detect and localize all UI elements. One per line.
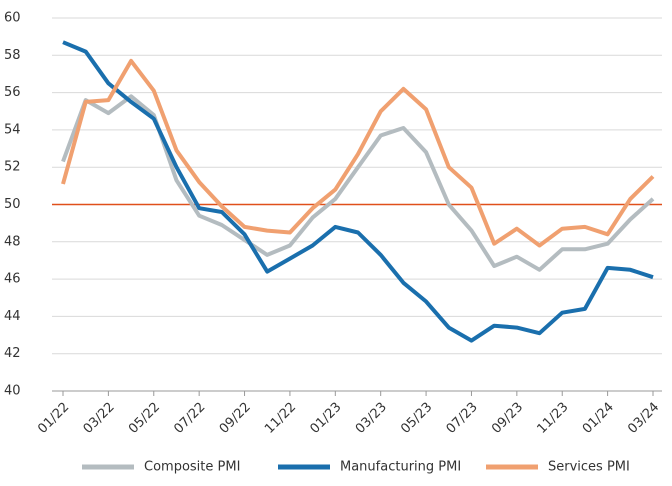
y-tick-label: 44 <box>4 309 21 324</box>
x-tick-label: 03/22 <box>81 400 118 437</box>
x-tick-label: 09/22 <box>217 400 254 437</box>
y-tick-label: 48 <box>4 234 21 249</box>
y-tick-label: 46 <box>4 272 21 287</box>
y-tick-label: 56 <box>4 85 21 100</box>
x-tick-label: 01/24 <box>580 400 617 437</box>
y-tick-label: 42 <box>4 346 21 361</box>
x-tick-label: 07/23 <box>444 400 481 437</box>
series-line <box>61 58 655 248</box>
x-tick-label: 09/23 <box>489 400 526 437</box>
x-tick-label: 03/23 <box>353 400 390 437</box>
x-tick-label: 03/24 <box>625 400 662 437</box>
x-tick-label: 05/22 <box>126 400 163 437</box>
series-line <box>62 40 654 343</box>
y-tick-label: 58 <box>4 48 21 63</box>
legend-label: Composite PMI <box>144 460 240 475</box>
x-tick-label: 11/22 <box>262 400 299 437</box>
x-tick-label: 05/23 <box>398 400 435 437</box>
y-tick-label: 60 <box>4 11 21 26</box>
y-tick-label: 54 <box>4 122 21 137</box>
x-tick-label: 11/23 <box>534 400 571 437</box>
x-tick-label: 01/23 <box>308 400 345 437</box>
series-line <box>61 94 655 272</box>
y-tick-label: 40 <box>4 384 21 399</box>
legend-label: Manufacturing PMI <box>340 460 461 475</box>
x-tick-label: 01/22 <box>35 400 72 437</box>
y-tick-label: 52 <box>4 160 21 175</box>
legend-label: Services PMI <box>548 460 630 475</box>
x-tick-label: 07/22 <box>171 400 208 437</box>
y-tick-label: 50 <box>4 197 21 212</box>
